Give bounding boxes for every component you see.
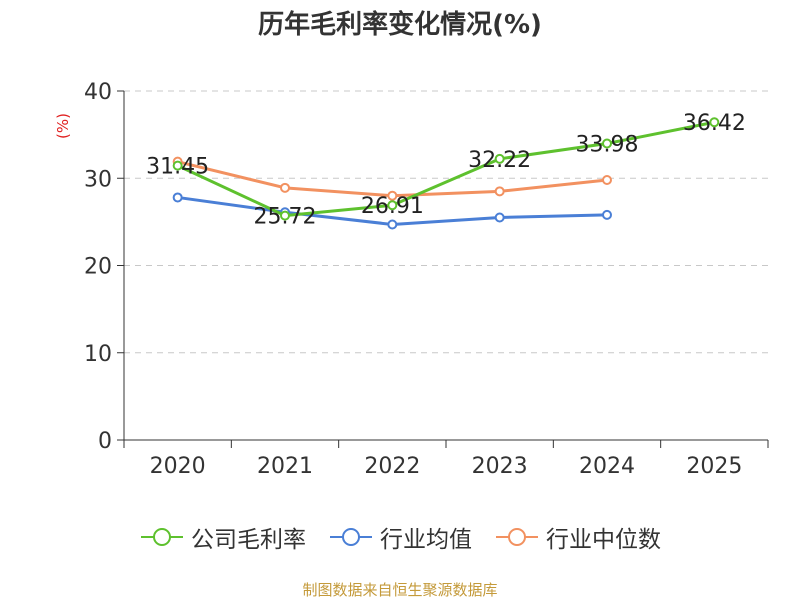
legend-label-company: 公司毛利率 <box>191 527 306 553</box>
legend: 公司毛利率 行业均值 行业中位数 <box>0 520 800 554</box>
source-note: 制图数据来自恒生聚源数据库 <box>302 581 498 599</box>
y-tick-label: 30 <box>84 167 112 192</box>
data-point <box>387 219 398 230</box>
data-point <box>709 117 720 128</box>
x-tick-label: 2022 <box>364 454 420 479</box>
x-tick-label: 2025 <box>686 454 742 479</box>
data-point <box>494 153 505 164</box>
legend-item-company[interactable]: 公司毛利率 <box>139 520 306 554</box>
series-line <box>177 120 715 218</box>
x-tick-label: 2020 <box>150 454 206 479</box>
data-point <box>494 212 505 223</box>
x-tick-label: 2024 <box>579 454 635 479</box>
legend-label-industry-median: 行业中位数 <box>546 527 661 553</box>
data-label: 25.72 <box>254 205 317 230</box>
data-point <box>494 186 505 197</box>
legend-item-industry-mean[interactable]: 行业均值 <box>328 520 472 554</box>
data-label: 26.91 <box>361 194 424 219</box>
data-point <box>172 192 183 203</box>
chart-title: 历年毛利率变化情况(%) <box>258 10 542 40</box>
legend-marker-industry-median <box>496 528 538 546</box>
data-label: 31.45 <box>146 155 209 180</box>
y-tick-label: 40 <box>84 80 112 105</box>
data-point <box>280 210 290 221</box>
data-label: 36.42 <box>683 111 746 136</box>
data-point <box>387 200 398 211</box>
data-point <box>602 138 612 149</box>
y-axis-label: (%) <box>54 113 72 139</box>
legend-marker-company <box>141 528 183 546</box>
legend-label-industry-mean: 行业均值 <box>380 527 472 553</box>
data-label: 33.98 <box>576 133 639 158</box>
x-tick-label: 2021 <box>257 454 313 479</box>
y-tick-label: 10 <box>84 342 112 367</box>
data-point <box>387 190 398 201</box>
data-point <box>602 174 612 185</box>
data-point <box>602 209 612 220</box>
data-point <box>172 160 183 171</box>
y-tick-label: 20 <box>84 255 112 280</box>
legend-marker-industry-mean <box>330 528 372 546</box>
y-tick-label: 0 <box>98 429 112 454</box>
data-label: 32.22 <box>468 148 531 173</box>
data-point <box>280 182 290 193</box>
x-tick-label: 2023 <box>472 454 528 479</box>
legend-item-industry-median[interactable]: 行业中位数 <box>494 520 661 554</box>
